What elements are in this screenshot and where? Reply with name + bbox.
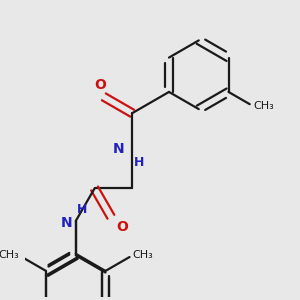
Text: O: O: [94, 78, 106, 92]
Text: H: H: [134, 156, 144, 169]
Text: N: N: [112, 142, 124, 156]
Text: H: H: [77, 203, 88, 216]
Text: CH₃: CH₃: [133, 250, 154, 260]
Text: CH₃: CH₃: [0, 250, 19, 260]
Text: N: N: [61, 216, 73, 230]
Text: CH₃: CH₃: [253, 101, 274, 111]
Text: O: O: [116, 220, 128, 234]
